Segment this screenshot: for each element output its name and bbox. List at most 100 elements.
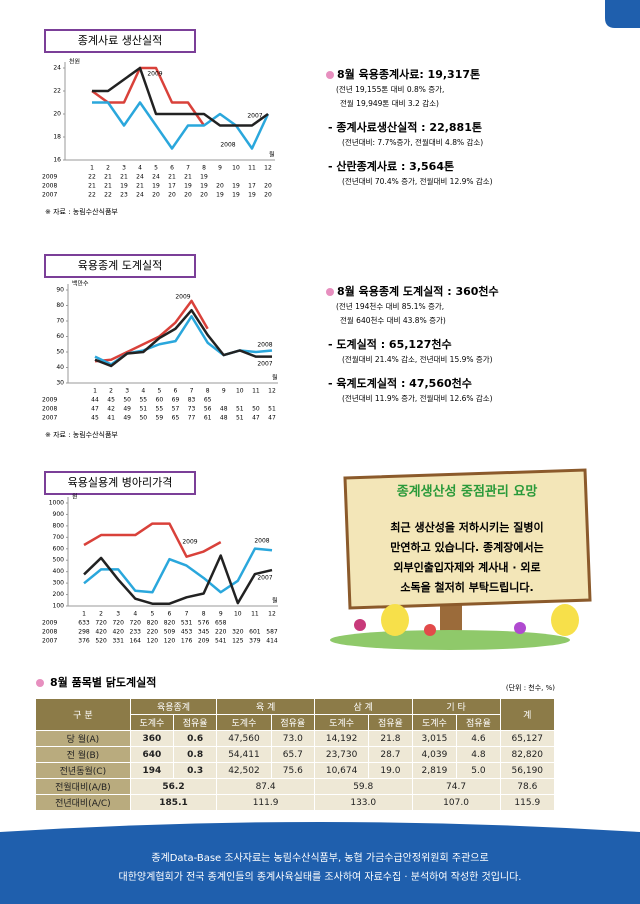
x-tick-label: 12 xyxy=(268,611,276,618)
table-cell: 계 xyxy=(499,698,556,731)
x-tick-label: 2 xyxy=(106,165,110,172)
table-value: 420 xyxy=(112,629,124,636)
table-cell: 185.1 xyxy=(129,794,218,811)
x-tick-label: 5 xyxy=(157,388,161,395)
table-value: 209 xyxy=(198,638,210,645)
table-value: 55 xyxy=(139,397,147,404)
table-value: 233 xyxy=(130,629,142,636)
source: ※ 자료 : 농림수산식품부 xyxy=(45,207,118,216)
x-tick-label: 2 xyxy=(109,388,113,395)
x-tick-label: 10 xyxy=(232,165,240,172)
chart-title: 육용종계 도계실적 xyxy=(78,259,162,272)
table-value: 65 xyxy=(172,415,180,422)
table-cell: 47,560 xyxy=(216,730,272,747)
note-sub: (전년 19,155톤 대비 0.8% 증가, xyxy=(336,84,444,94)
source: ※ 자료 : 농림수산식품부 xyxy=(45,430,118,439)
table-value: 20 xyxy=(200,192,208,199)
unit: 백만수 xyxy=(72,280,89,288)
table-cell: 4.8 xyxy=(456,746,501,763)
table-value: 22 xyxy=(104,192,112,199)
chart-title: 육용실용계 병아리가격 xyxy=(68,476,173,489)
table-cell: 점유율 xyxy=(173,714,218,731)
table-value: 21 xyxy=(168,174,176,181)
table-value: 42 xyxy=(107,406,115,413)
note-sub: 전월 640천수 대비 43.8% 증가) xyxy=(340,315,446,325)
table-value: 21 xyxy=(88,183,96,190)
table-value: 420 xyxy=(95,629,107,636)
x-tick-label: 7 xyxy=(186,165,190,172)
table-value: 55 xyxy=(156,406,164,413)
x-tick-label: 7 xyxy=(190,388,194,395)
note-sub: (전년 194천수 대비 85.1% 증가, xyxy=(336,301,444,311)
table-value: 17 xyxy=(248,183,256,190)
table-cell: 육용종계 xyxy=(129,698,218,715)
note-head: 8월 육용종계사료: 19,317톤 xyxy=(337,67,480,81)
note-head: - 산란종계사료 : 3,564톤 xyxy=(328,159,454,173)
footer-band xyxy=(0,822,640,904)
note-head: 8월 육용종계 도계실적 : 360천수 xyxy=(337,284,499,298)
table-cell: 14,192 xyxy=(313,730,370,747)
x-axis-label: 월 xyxy=(272,374,278,382)
series-label: 2008 xyxy=(220,142,235,149)
table-value: 20 xyxy=(216,183,224,190)
series-line xyxy=(94,308,272,368)
table-value: 50 xyxy=(123,397,131,404)
table-value: 820 xyxy=(164,620,176,627)
x-tick-label: 6 xyxy=(168,611,172,618)
table-cell: 74.7 xyxy=(411,778,501,795)
series-line xyxy=(94,299,209,363)
x-tick-label: 3 xyxy=(122,165,126,172)
table-value: 50 xyxy=(252,406,260,413)
table-cell: 65.7 xyxy=(270,746,315,763)
table-cell: 133.0 xyxy=(313,794,413,811)
footer-text: 종계Data-Base 조사자료는 농림수산식품부, 농협 가금수급안정위원회 … xyxy=(151,851,488,864)
note-sub: (전월대비 21.4% 감소, 전년대비 15.9% 증가) xyxy=(342,354,493,364)
table-value: 20 xyxy=(264,183,272,190)
table-value: 57 xyxy=(172,406,180,413)
y-tick-label: 500 xyxy=(53,557,65,564)
flower xyxy=(424,624,436,636)
table-value: 24 xyxy=(136,192,144,199)
table-value: 164 xyxy=(130,638,142,645)
table-value: 633 xyxy=(78,620,90,627)
table-value: 17 xyxy=(168,183,176,190)
table-cell: 42,502 xyxy=(216,762,272,779)
table-value: 21 xyxy=(104,183,112,190)
table-cell: 전 월(B) xyxy=(35,746,131,763)
sign-line: 소독을 철저히 부탁드립니다. xyxy=(400,580,533,594)
table-cell: 기 타 xyxy=(411,698,501,715)
y-tick-label: 1000 xyxy=(49,500,64,507)
note-head: - 육계도계실적 : 47,560천수 xyxy=(328,376,472,390)
table-value: 51 xyxy=(236,406,244,413)
table-row: 전년대비(A/C) 185.1 111.9 133.0 107.0 115.9 xyxy=(35,794,556,811)
table-cell: 10,674 xyxy=(313,762,370,779)
table-cell: 전월대비(A/B) xyxy=(35,778,131,795)
chick xyxy=(381,604,409,636)
y-tick-label: 400 xyxy=(53,568,65,575)
table-cell: 도계수 xyxy=(129,714,175,731)
table-value: 320 xyxy=(232,629,244,636)
table-value: 19 xyxy=(216,192,224,199)
table-value: 65 xyxy=(204,397,212,404)
table-value: 658 xyxy=(215,620,227,627)
flower xyxy=(354,619,366,631)
table-value: 541 xyxy=(215,638,227,645)
y-tick-label: 900 xyxy=(53,511,65,518)
table-value: 51 xyxy=(139,406,147,413)
table-value: 50 xyxy=(139,415,147,422)
table-value: 44 xyxy=(91,397,99,404)
sign: 종계생산성 중점관리 요망 xyxy=(330,468,592,650)
table-value: 19 xyxy=(152,183,160,190)
table-value: 20 xyxy=(264,192,272,199)
series-line xyxy=(92,66,269,127)
series-line xyxy=(83,554,273,605)
table-cell: 4,039 xyxy=(411,746,458,763)
table-cell: 111.9 xyxy=(216,794,315,811)
note-head: - 종계사료생산실적 : 22,881톤 xyxy=(328,120,482,134)
table-cell: 59.8 xyxy=(313,778,413,795)
table-cell: 28.7 xyxy=(368,746,413,763)
table-value: 83 xyxy=(188,397,196,404)
y-tick-label: 20 xyxy=(53,111,61,118)
